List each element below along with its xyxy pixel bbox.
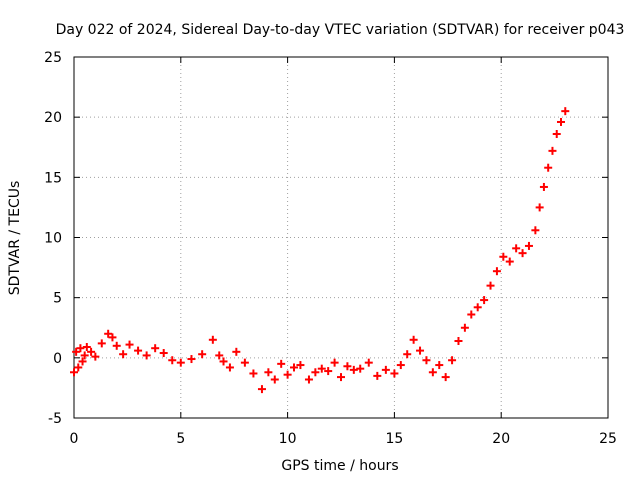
x-tick-label: 0	[70, 431, 79, 447]
data-point	[225, 363, 234, 372]
data-point	[364, 358, 373, 367]
data-point	[561, 107, 570, 116]
data-point	[435, 361, 444, 370]
data-point	[403, 350, 412, 359]
y-axis-label: SDTVAR / TECUs	[7, 181, 23, 296]
data-point	[264, 368, 273, 377]
data-point	[373, 371, 382, 380]
data-point	[548, 146, 557, 155]
data-point	[76, 344, 85, 353]
y-tick-label: 25	[44, 50, 62, 66]
data-point	[134, 346, 143, 355]
y-tick-label: 0	[53, 351, 62, 367]
data-point	[176, 358, 185, 367]
data-point	[454, 336, 463, 345]
data-point	[396, 361, 405, 370]
data-point	[539, 182, 548, 191]
data-point	[317, 364, 326, 373]
y-tick-label: 15	[44, 170, 62, 186]
data-point	[74, 363, 83, 372]
data-point	[70, 368, 78, 377]
data-point	[257, 385, 266, 394]
data-point	[499, 252, 508, 261]
data-point	[112, 341, 121, 350]
data-point	[283, 370, 292, 379]
y-tick-label: 20	[44, 110, 62, 126]
data-point	[390, 369, 399, 378]
data-point	[343, 362, 352, 371]
chart-title: Day 022 of 2024, Sidereal Day-to-day VTE…	[56, 22, 625, 38]
data-point	[290, 363, 299, 372]
data-point	[535, 203, 544, 212]
data-point	[349, 365, 358, 374]
data-point	[78, 357, 87, 366]
grid-lines	[74, 57, 608, 418]
data-point	[304, 375, 313, 384]
data-point	[168, 356, 177, 365]
x-tick-label: 15	[385, 431, 403, 447]
data-point	[524, 241, 533, 250]
data-point	[108, 333, 117, 342]
data-point	[473, 303, 482, 312]
data-point	[104, 329, 113, 338]
data-point	[422, 356, 431, 365]
data-point	[72, 347, 81, 356]
data-point	[151, 344, 160, 353]
y-tick-label: -5	[48, 411, 62, 427]
data-point	[87, 347, 96, 356]
data-point	[467, 310, 476, 319]
data-point	[557, 117, 566, 126]
y-tick-label: 5	[53, 291, 62, 307]
data-point	[356, 364, 365, 373]
data-point	[240, 358, 249, 367]
data-point	[159, 349, 168, 358]
data-point	[296, 361, 305, 370]
data-point	[249, 369, 258, 378]
data-point	[512, 244, 521, 253]
data-point	[119, 350, 128, 359]
data-point	[448, 356, 457, 365]
data-point	[187, 355, 196, 364]
x-axis-label: GPS time / hours	[281, 458, 398, 474]
axis-ticks: 0 5 10 15 20 25 -5 0 5 10 15 20 25	[44, 50, 617, 447]
x-tick-label: 25	[599, 431, 617, 447]
data-point	[486, 281, 495, 290]
data-point	[480, 296, 489, 305]
data-point	[337, 373, 345, 382]
data-point	[97, 339, 106, 348]
data-point	[215, 351, 224, 360]
x-tick-label: 10	[279, 431, 297, 447]
data-point	[552, 130, 561, 139]
data-point	[441, 373, 450, 382]
data-point	[505, 257, 514, 266]
data-point	[91, 352, 100, 361]
data-point	[330, 358, 339, 367]
data-point	[82, 343, 91, 352]
data-series	[70, 107, 570, 394]
data-point	[277, 359, 286, 368]
data-point	[198, 350, 207, 359]
data-point	[518, 249, 527, 258]
data-point	[208, 335, 217, 344]
data-point	[270, 375, 279, 384]
data-point	[492, 267, 501, 276]
y-tick-label: 10	[44, 231, 62, 247]
data-point	[381, 365, 390, 374]
data-point	[80, 351, 89, 360]
data-point	[232, 347, 241, 356]
data-point	[428, 368, 437, 377]
x-tick-label: 5	[176, 431, 185, 447]
data-point	[416, 346, 425, 355]
data-point	[544, 163, 553, 172]
data-point	[324, 367, 333, 376]
data-point	[125, 340, 134, 349]
x-tick-label: 20	[492, 431, 510, 447]
data-point	[409, 335, 418, 344]
data-point	[142, 351, 151, 360]
data-point	[311, 368, 320, 377]
data-point	[460, 323, 469, 332]
data-point	[531, 226, 540, 235]
data-point	[219, 357, 228, 366]
